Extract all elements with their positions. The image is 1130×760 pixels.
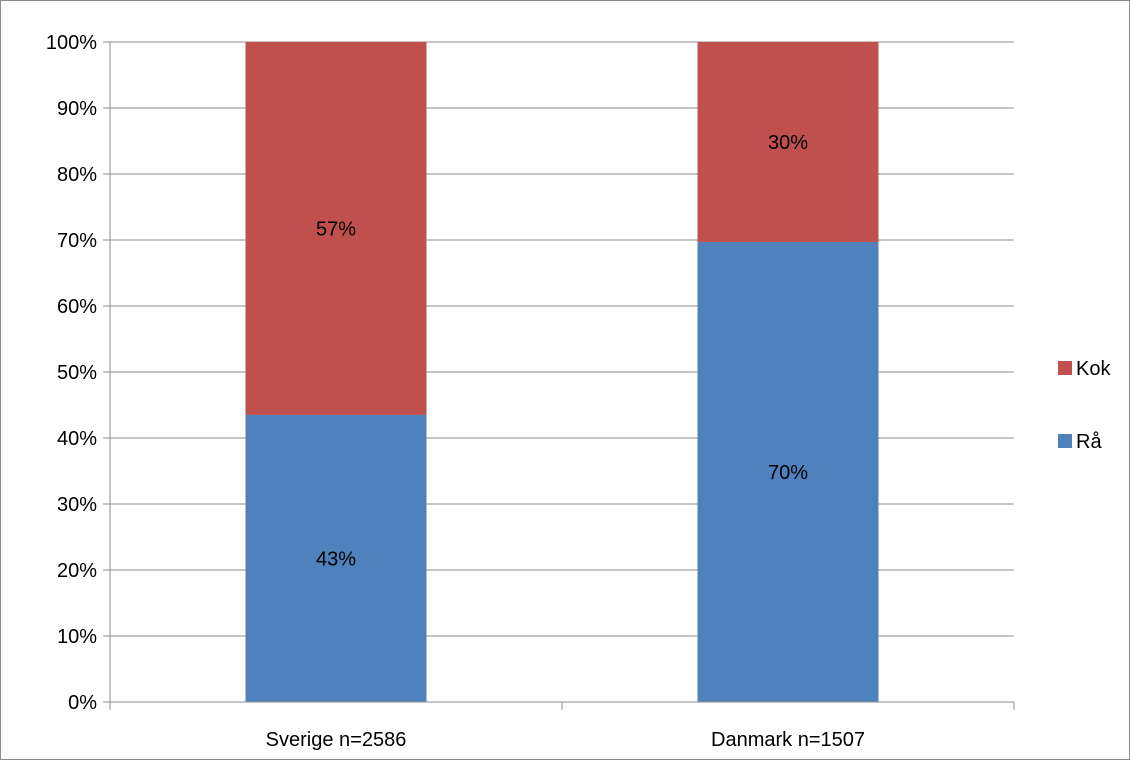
y-tick-label: 60% [57, 296, 97, 318]
y-tick-label: 100% [46, 32, 97, 54]
y-tick-label: 40% [57, 428, 97, 450]
data-label: 70% [768, 462, 808, 484]
bars [245, 42, 879, 703]
y-tick-label: 70% [57, 230, 97, 252]
y-tick-label: 50% [57, 362, 97, 384]
bar-kok-1 [245, 42, 427, 415]
legend: Kok Rå [1058, 358, 1111, 453]
x-category-label: Danmark n=1507 [711, 729, 865, 751]
bar-r--2 [697, 241, 879, 703]
x-category-label: Sverige n=2586 [266, 729, 407, 751]
axes: 0% 10% 20% 30% 40% 50% 60% 70% 80% 90% 100% [46, 32, 1015, 714]
y-tick-label: 0% [68, 692, 97, 714]
y-tick-label: 90% [57, 98, 97, 120]
legend-swatch [1058, 434, 1072, 448]
y-tick-label: 10% [57, 626, 97, 648]
bar-kok-2 [697, 42, 879, 242]
y-tick-label: 30% [57, 494, 97, 516]
y-tick-label: 80% [57, 164, 97, 186]
legend-label: Kok [1076, 358, 1111, 380]
legend-label: Rå [1076, 431, 1102, 453]
bar-r--1 [245, 414, 427, 702]
y-tick-label: 20% [57, 560, 97, 582]
legend-swatch [1058, 361, 1072, 375]
labels: 43% 57% Sverige n=2586 70% 30% Danmark n=1507 [266, 132, 865, 751]
data-label: 57% [316, 218, 356, 240]
data-label: 30% [768, 132, 808, 154]
data-label: 43% [316, 548, 356, 570]
